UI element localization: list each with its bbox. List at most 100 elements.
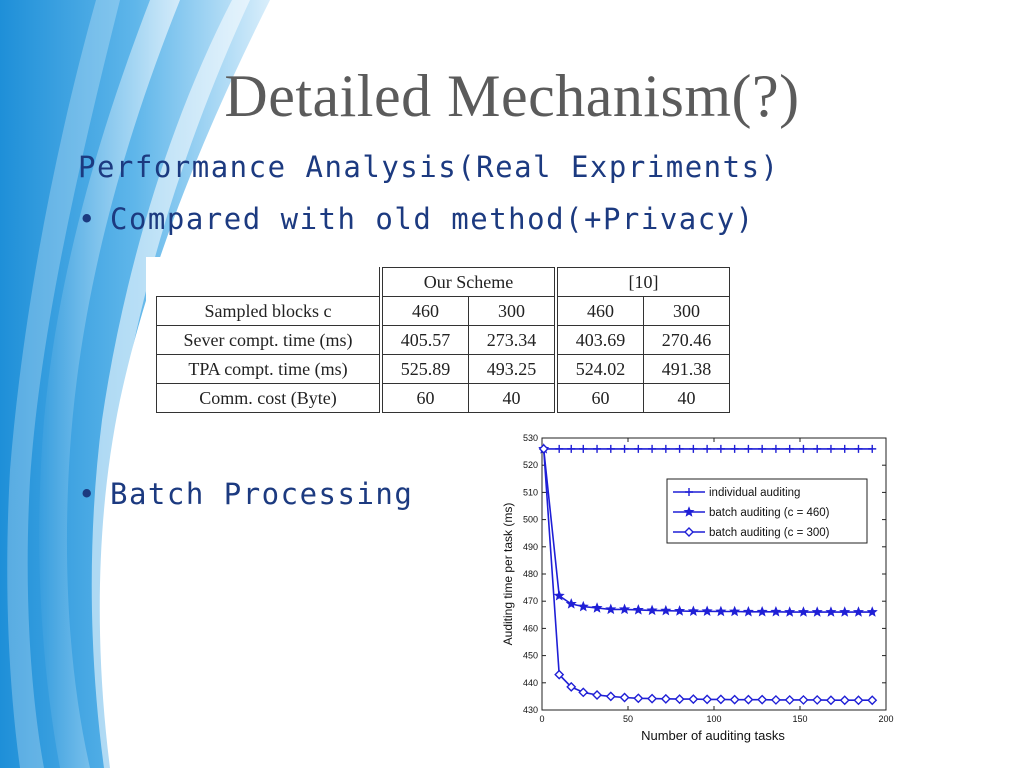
y-tick-label: 490 — [523, 542, 538, 552]
data-point — [798, 694, 809, 705]
data-point — [811, 606, 823, 617]
chart-axes: 430 440 450 460 470 480 490 500 510 520 530 0 50 100 1… — [523, 433, 894, 724]
data-point — [648, 444, 657, 453]
table-cell: 493.25 — [468, 354, 557, 384]
x-tick-label: 50 — [623, 714, 633, 724]
data-point — [729, 694, 740, 705]
data-point — [553, 589, 565, 601]
data-point — [703, 444, 712, 453]
data-point — [758, 444, 767, 453]
chart-legend: individual auditing batch auditing (c = 4… — [666, 478, 868, 544]
table-cell: 40 — [643, 383, 730, 413]
bullet-batch: • Batch Processing — [78, 477, 413, 511]
data-point — [684, 527, 694, 537]
y-tick-label: 520 — [523, 460, 538, 470]
data-point — [770, 606, 782, 617]
y-tick-label: 510 — [523, 487, 538, 497]
legend-entry: individual auditing — [709, 487, 800, 499]
data-point — [742, 606, 754, 617]
y-tick-label: 430 — [523, 705, 538, 715]
table-corner-cell — [156, 267, 382, 297]
table-group-header: Our Scheme — [379, 267, 557, 297]
table-group-header: [10] — [554, 267, 730, 297]
table-row: TPA compt. time (ms) 525.89 493.25 524.0… — [156, 354, 730, 384]
table-cell: 524.02 — [554, 354, 644, 384]
comparison-table-figure: Our Scheme [10] Sampled blocks c 460 300… — [146, 257, 732, 437]
data-point — [605, 691, 616, 702]
x-tick-label: 0 — [539, 714, 544, 724]
y-tick-label: 460 — [523, 623, 538, 633]
data-point — [554, 669, 565, 680]
data-point — [674, 605, 686, 616]
data-point — [646, 604, 658, 616]
data-point — [730, 444, 739, 453]
y-tick-label: 470 — [523, 596, 538, 606]
data-point — [812, 694, 823, 705]
y-tick-label: 480 — [523, 569, 538, 579]
data-point — [555, 444, 564, 453]
data-point — [715, 605, 727, 617]
data-point — [619, 603, 631, 615]
data-point — [632, 604, 644, 615]
data-point — [592, 690, 603, 701]
table-cell: 40 — [468, 383, 557, 413]
data-point — [785, 444, 794, 453]
data-point — [825, 695, 836, 706]
data-point — [619, 692, 630, 703]
data-point — [688, 694, 699, 705]
legend-entry: batch auditing (c = 300) — [709, 527, 830, 539]
data-point — [683, 506, 695, 517]
chart-series-group — [538, 443, 878, 706]
bullet-symbol: • — [78, 477, 97, 511]
data-point — [715, 694, 726, 705]
bullet-text: Compared with old method(+Privacy) — [110, 202, 755, 236]
table-cell: 273.34 — [468, 325, 557, 355]
chart-svg: 430 440 450 460 470 480 490 500 510 520 530 0 50 100 1… — [501, 433, 894, 743]
y-tick-label: 500 — [523, 515, 538, 525]
table-cell: 403.69 — [554, 325, 644, 355]
table-row-label: Sever compt. time (ms) — [156, 325, 382, 355]
data-point — [840, 444, 849, 453]
data-point — [538, 443, 549, 454]
comparison-table: Our Scheme [10] Sampled blocks c 460 300… — [156, 267, 730, 413]
data-point — [839, 695, 850, 706]
data-point — [743, 694, 754, 705]
x-tick-label: 200 — [878, 714, 893, 724]
data-point — [868, 444, 877, 453]
x-tick-label: 100 — [706, 714, 721, 724]
bullet-symbol: • — [78, 202, 97, 236]
data-point — [566, 681, 577, 692]
data-point — [771, 444, 780, 453]
table-row: Sampled blocks c 460 300 460 300 — [156, 296, 730, 326]
y-axis-label: Auditing time per task (ms) — [501, 503, 515, 646]
table-cell: 491.38 — [643, 354, 730, 384]
data-point — [701, 605, 713, 616]
data-point — [756, 606, 768, 617]
data-point — [685, 488, 693, 496]
data-point — [687, 605, 699, 616]
table-row: Comm. cost (Byte) 60 40 60 40 — [156, 383, 730, 413]
bullet-text: Batch Processing — [110, 477, 414, 511]
data-point — [660, 693, 671, 704]
table-row-label: Sampled blocks c — [156, 296, 382, 326]
data-point — [826, 444, 835, 453]
table-cell: 405.57 — [379, 325, 469, 355]
bullet-compared: • Compared with old method(+Privacy) — [78, 202, 755, 236]
data-point — [825, 606, 837, 617]
data-point — [620, 444, 629, 453]
data-point — [729, 605, 741, 617]
slide-title: Detailed Mechanism(?) — [224, 63, 800, 129]
data-point — [634, 444, 643, 453]
data-point — [852, 606, 865, 617]
data-point — [565, 598, 577, 609]
data-point — [647, 693, 658, 704]
data-point — [605, 603, 617, 615]
data-point — [674, 694, 685, 705]
y-tick-label: 450 — [523, 651, 538, 661]
table-row-label: Comm. cost (Byte) — [156, 383, 382, 413]
table-cell: 460 — [379, 296, 469, 326]
data-point — [839, 606, 851, 617]
series-line — [538, 443, 878, 706]
data-point — [797, 606, 809, 617]
data-point — [606, 444, 615, 453]
